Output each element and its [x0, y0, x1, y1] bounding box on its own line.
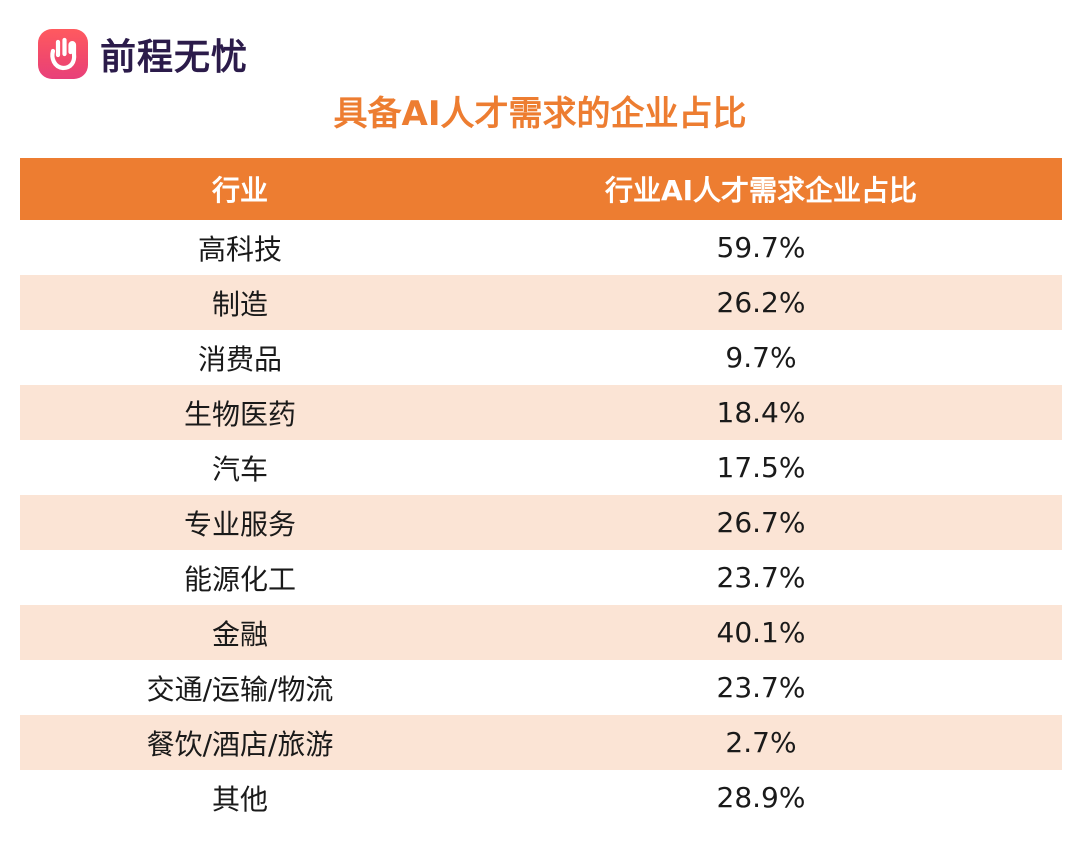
industry-cell: 能源化工	[183, 562, 296, 596]
table-row: 专业服务 26.7%	[20, 495, 1062, 550]
share-cell: 40.1%	[716, 616, 806, 649]
share-cell: 17.5%	[716, 451, 806, 484]
industry-cell: 餐饮/酒店/旅游	[146, 727, 334, 761]
brand-name: 前程无忧	[100, 37, 249, 78]
table-row: 其他 28.9%	[20, 770, 1062, 825]
industry-cell: 其他	[211, 782, 268, 816]
table-header-row: 行业 行业AI人才需求企业占比	[20, 158, 1062, 220]
data-table: 行业 行业AI人才需求企业占比 高科技 59.7% 制造 26.2% 消费品 9.7% 生物…	[20, 158, 1062, 825]
share-cell: 2.7%	[725, 726, 797, 759]
industry-cell: 专业服务	[183, 507, 296, 541]
industry-cell: 汽车	[211, 452, 268, 486]
share-cell: 23.7%	[716, 561, 806, 594]
industry-cell: 高科技	[197, 232, 282, 266]
brand-logo: 前程无忧	[38, 28, 248, 80]
table-row: 交通/运输/物流 23.7%	[20, 660, 1062, 715]
table-row: 高科技 59.7%	[20, 220, 1062, 275]
share-cell: 18.4%	[716, 396, 806, 429]
chart-title: 具备AI人才需求的企业占比	[333, 94, 747, 134]
table-row: 消费品 9.7%	[20, 330, 1062, 385]
share-cell: 26.2%	[716, 286, 806, 319]
industry-cell: 消费品	[197, 342, 282, 376]
industry-cell: 交通/运输/物流	[146, 672, 334, 706]
share-cell: 9.7%	[725, 341, 797, 374]
industry-cell: 金融	[211, 617, 268, 651]
industry-cell: 制造	[211, 287, 268, 321]
hand-logo-icon	[38, 29, 88, 79]
industry-cell: 生物医药	[183, 397, 296, 431]
share-cell: 59.7%	[716, 231, 806, 264]
table-row: 金融 40.1%	[20, 605, 1062, 660]
table-row: 餐饮/酒店/旅游 2.7%	[20, 715, 1062, 770]
share-cell: 26.7%	[716, 506, 806, 539]
share-cell: 23.7%	[716, 671, 806, 704]
share-cell: 28.9%	[716, 781, 806, 814]
header-share: 行业AI人才需求企业占比	[604, 174, 918, 207]
table-body: 高科技 59.7% 制造 26.2% 消费品 9.7% 生物医药 18.4% 汽车 17.5% 专业…	[20, 220, 1062, 825]
header-industry: 行业	[211, 174, 268, 207]
table-row: 汽车 17.5%	[20, 440, 1062, 495]
table-row: 制造 26.2%	[20, 275, 1062, 330]
table-row: 能源化工 23.7%	[20, 550, 1062, 605]
table-row: 生物医药 18.4%	[20, 385, 1062, 440]
